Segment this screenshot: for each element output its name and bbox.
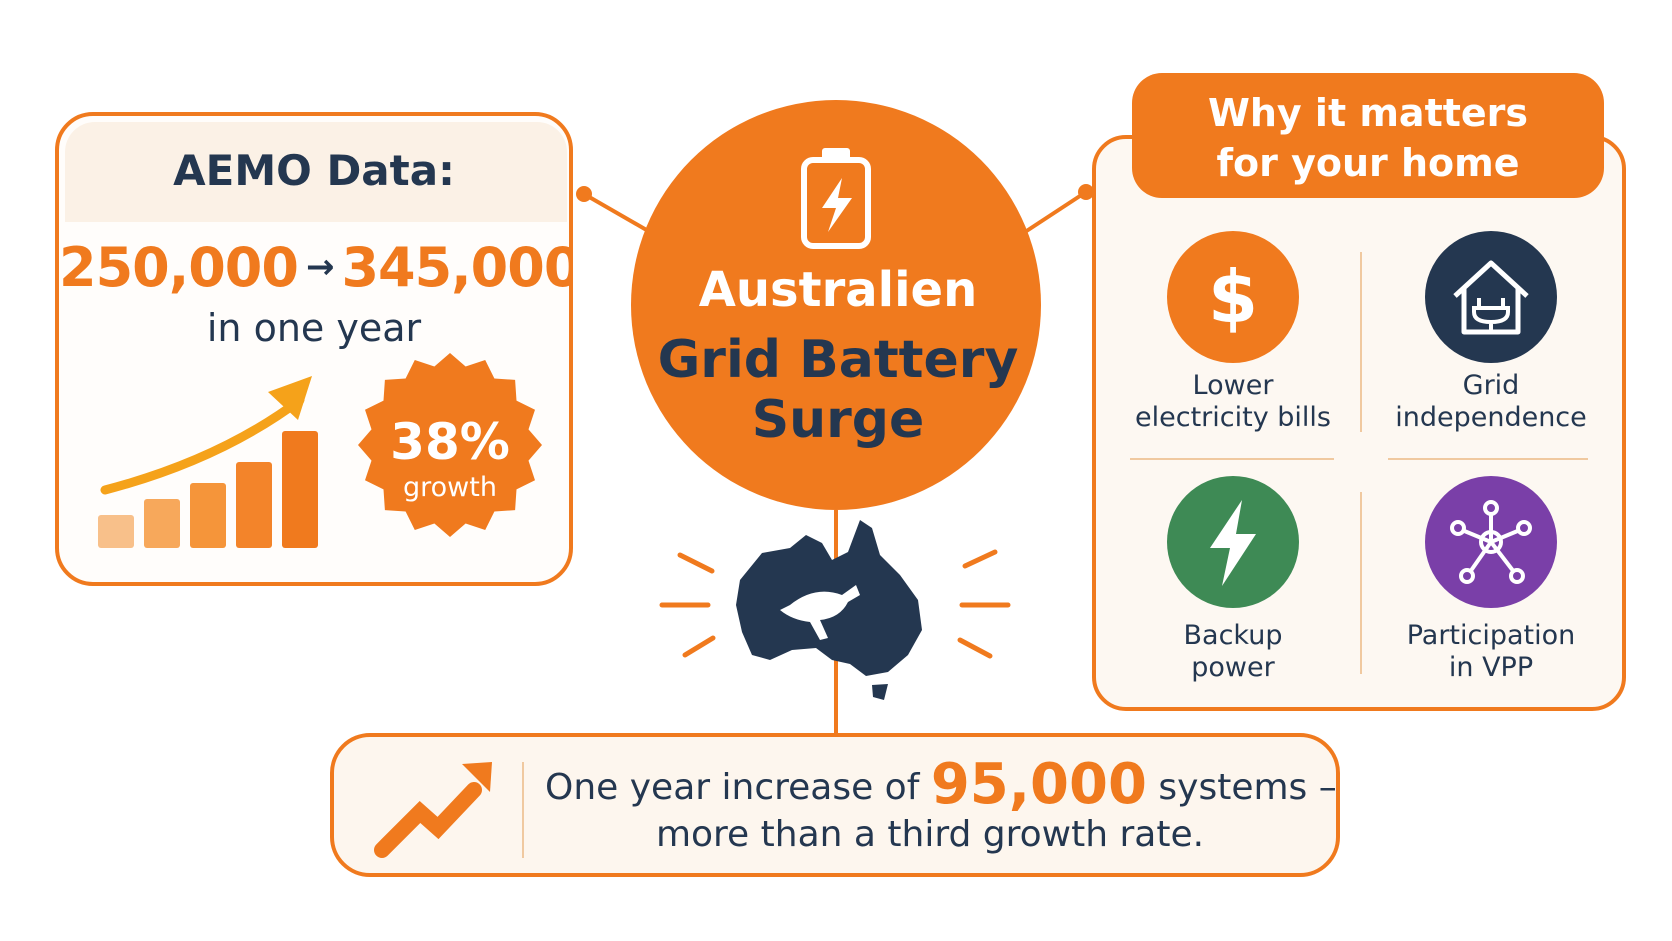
growth-bar [144,499,180,548]
aemo-data-card: AEMO Data: 250,000 → 345,000 in one year [55,112,573,586]
tasmania [872,684,888,700]
growth-label: growth [403,472,497,503]
divider [1130,458,1334,460]
aemo-card-header [65,122,567,222]
growth-arrowhead [268,376,312,420]
why-card-header [1132,73,1604,198]
aemo-arrow: → [305,247,334,287]
center-title-line2: Grid Battery [657,330,1019,390]
connector-right-dot [1078,184,1094,200]
dollar-icon: $ [1167,231,1299,363]
benefit-label-line2: independence [1395,402,1587,433]
why-it-matters-card [1092,135,1626,711]
network-hub-icon [1425,476,1557,608]
aemo-title: AEMO Data: [173,146,455,195]
lightning-icon [1167,476,1299,608]
aemo-period: in one year [206,306,422,350]
divider [1360,492,1362,674]
growth-percent: 38% [390,413,510,471]
benefit-label-lower-bills: Lower electricity bills [1118,370,1348,434]
growth-bars [98,431,318,548]
growth-arrow-shaft [100,395,305,495]
bottom-highlight-number: 95,000 [930,752,1147,817]
aemo-to-value: 345,000 [341,236,573,299]
center-title-line3: Surge [751,390,925,450]
benefit-label-line2: in VPP [1448,652,1534,683]
divider [1388,458,1588,460]
benefit-label-backup-power: Backup power [1118,620,1348,684]
house-plug-icon [1425,231,1557,363]
growth-bar [190,483,226,548]
battery-bolt-icon [801,148,871,249]
aemo-from-value: 250,000 [59,236,299,299]
divider [1360,252,1362,432]
kangaroo-silhouette [780,585,860,640]
why-title: Why it matters for your home [1132,88,1604,188]
bottom-prefix: One year increase of [545,767,920,808]
benefit-label-vpp: Participation in VPP [1376,620,1606,684]
growth-bar [98,515,134,548]
growth-bar [236,462,272,548]
aemo-range: 250,000 → 345,000 [59,236,569,299]
why-title-line2: for your home [1216,141,1520,185]
bottom-summary-card [330,733,1340,877]
center-title-line1: Australien [698,262,978,318]
benefit-label-line2: power [1191,652,1275,683]
benefit-label-grid-independence: Grid independence [1376,370,1606,434]
map-rays [659,549,1011,659]
bottom-summary-line1: One year increase of 95,000 systems – [545,752,1337,817]
burst-shape [358,353,542,537]
benefit-label-line1: Backup [1183,620,1283,651]
connector-left [583,192,651,234]
why-title-line1: Why it matters [1207,91,1529,135]
bottom-suffix: systems – [1158,767,1337,808]
center-circle-bg [631,100,1041,510]
benefit-label-line2: electricity bills [1135,402,1331,433]
divider [522,762,524,858]
connector-right [1023,190,1088,234]
svg-text:$: $ [1208,255,1258,339]
connector-left-dot [576,186,592,202]
benefit-label-line1: Participation [1406,620,1576,651]
benefit-label-line1: Lower [1192,370,1274,401]
benefit-label-line1: Grid [1462,370,1520,401]
bottom-summary-line2: more than a third growth rate. [655,814,1205,855]
growth-bar [282,431,318,548]
